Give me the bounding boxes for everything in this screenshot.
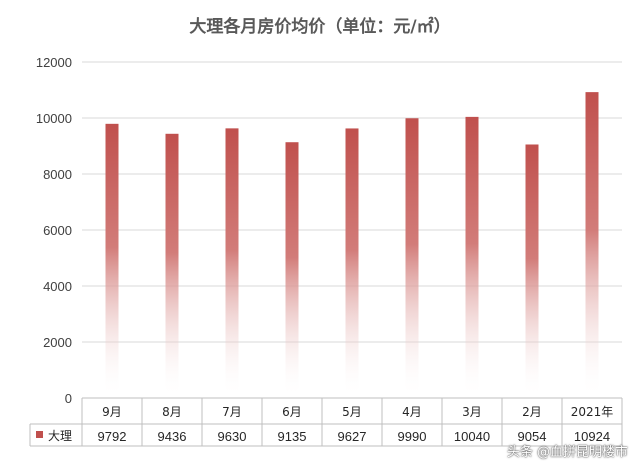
legend-label: 大理 — [48, 429, 72, 443]
bar — [165, 133, 179, 399]
bars — [105, 92, 599, 399]
data-label: 10040 — [454, 429, 490, 444]
bar — [345, 128, 359, 398]
legend-swatch — [36, 431, 43, 438]
data-label: 9990 — [398, 429, 427, 444]
y-axis-ticks: 0 2000 4000 6000 8000 10000 12000 — [36, 55, 72, 406]
x-tick-label: 3月 — [462, 405, 482, 419]
x-tick-label: 4月 — [402, 405, 422, 419]
y-tick-label: 10000 — [36, 111, 72, 126]
data-label: 9792 — [98, 429, 127, 444]
x-tick-label: 2021年 — [571, 405, 614, 419]
y-tick-label: 0 — [65, 391, 72, 406]
data-label: 9436 — [158, 429, 187, 444]
x-tick-label: 7月 — [222, 405, 242, 419]
data-label: 9054 — [518, 429, 547, 444]
y-tick-label: 12000 — [36, 55, 72, 70]
bar — [405, 118, 419, 398]
y-tick-label: 6000 — [43, 223, 72, 238]
x-tick-label: 2月 — [522, 405, 542, 419]
bar — [465, 116, 479, 398]
x-tick-label: 6月 — [282, 405, 302, 419]
y-tick-label: 4000 — [43, 279, 72, 294]
x-tick-label: 8月 — [162, 405, 182, 419]
data-label: 9135 — [278, 429, 307, 444]
data-label: 9627 — [338, 429, 367, 444]
chart-title: 大理各月房价均价（单位：元/㎡） — [189, 16, 450, 37]
bar — [585, 92, 599, 399]
x-tick-label: 9月 — [102, 405, 122, 419]
x-tick-label: 5月 — [342, 405, 362, 419]
bar — [105, 123, 119, 398]
bar — [285, 142, 299, 398]
data-label: 10924 — [574, 429, 610, 444]
bar — [525, 144, 539, 398]
data-label: 9630 — [218, 429, 247, 444]
y-tick-label: 8000 — [43, 167, 72, 182]
watermark: 头条 @血拼昆明楼市 — [506, 445, 628, 460]
y-tick-label: 2000 — [43, 335, 72, 350]
bar — [225, 128, 239, 399]
